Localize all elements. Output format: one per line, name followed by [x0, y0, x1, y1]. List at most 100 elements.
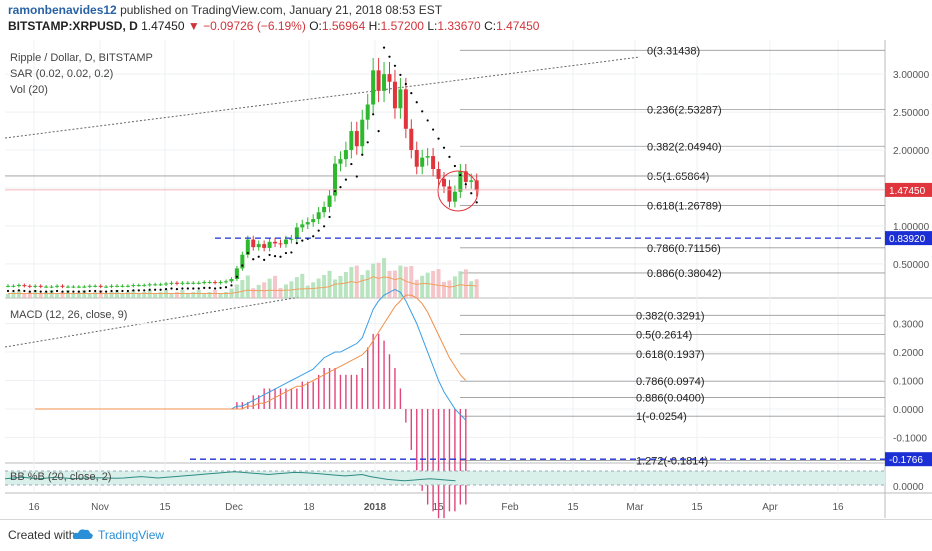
- candle-body: [158, 284, 163, 286]
- close-label: C:: [484, 19, 497, 33]
- candle-body: [365, 104, 370, 120]
- high-label: H:: [368, 19, 381, 33]
- sar-dot: [224, 286, 228, 289]
- candle-body: [65, 286, 70, 288]
- sar-dot: [83, 290, 86, 293]
- sar-dot: [72, 290, 75, 293]
- x-tick-label: Nov: [91, 502, 109, 513]
- sar-dot: [34, 289, 37, 293]
- open-label: O:: [309, 19, 322, 33]
- candle-body: [343, 150, 348, 160]
- x-tick-label: 16: [832, 502, 844, 513]
- candle-body: [147, 284, 152, 286]
- sar-dot: [175, 288, 179, 291]
- volume-bar: [202, 294, 207, 298]
- sar-dot: [382, 46, 386, 49]
- candle-body: [403, 89, 408, 129]
- sar-dot: [263, 258, 266, 261]
- macd-fib-label: 1(-0.0254): [636, 411, 687, 423]
- author-name[interactable]: ramonbenavides12: [8, 3, 117, 17]
- volume-bar: [158, 292, 163, 298]
- sar-dot: [192, 287, 195, 290]
- candle-body: [76, 286, 81, 288]
- sar-dot: [132, 289, 135, 292]
- volume-bar: [93, 292, 98, 298]
- candle-body: [229, 279, 234, 282]
- volume-bar: [273, 275, 278, 298]
- x-tick-label: 15: [567, 502, 579, 513]
- last-price-tag: [885, 182, 932, 197]
- volume-ma-line: [8, 276, 477, 294]
- candle-body: [38, 285, 43, 287]
- candle-body: [22, 285, 27, 287]
- volume-bar: [305, 285, 310, 298]
- candle-body: [104, 286, 109, 288]
- y-tick-label: 2.50000: [893, 108, 930, 119]
- volume-bar: [349, 267, 354, 298]
- macd-y-tick-label: 0.1000: [893, 377, 924, 388]
- trend-line-upper: [4, 56, 641, 139]
- macd-level-tag: [885, 452, 932, 467]
- sar-dot: [366, 141, 369, 144]
- candle-body: [115, 285, 119, 287]
- volume-bar: [403, 266, 408, 298]
- candle-body: [262, 244, 267, 248]
- macd-fib-label: 0.786(0.0974): [636, 376, 705, 388]
- candle-body: [392, 81, 397, 109]
- sar-dot: [208, 286, 211, 289]
- sar-dot: [17, 289, 20, 292]
- candle-body: [452, 191, 457, 202]
- sar-dot: [421, 110, 424, 113]
- volume-bar: [474, 279, 479, 298]
- sar-dot: [339, 185, 342, 189]
- candle-body: [224, 281, 228, 283]
- sar-dot: [219, 286, 222, 289]
- volume-bar: [469, 281, 474, 298]
- volume-bar: [283, 284, 288, 298]
- volume-bar: [420, 275, 425, 298]
- candle-body: [49, 286, 54, 288]
- macd-fib-label: 0.618(0.1937): [636, 349, 705, 361]
- sar-dot: [115, 289, 119, 293]
- sar-dot: [61, 290, 64, 293]
- candle-body: [207, 282, 212, 284]
- candle-body: [164, 283, 169, 285]
- bb-percent-line: [4, 471, 456, 482]
- sar-dot: [393, 64, 397, 67]
- sar-dot: [344, 178, 347, 181]
- volume-bar: [174, 292, 179, 298]
- candle-body: [142, 285, 147, 287]
- candle-body: [338, 159, 343, 164]
- price-change: −0.09726 (−6.19%): [203, 19, 306, 33]
- candle-body: [213, 282, 218, 284]
- low-label: L:: [427, 19, 438, 33]
- candle-body: [289, 238, 294, 240]
- candle-body: [354, 131, 359, 147]
- chart-canvas[interactable]: 16Nov15Dec18201815Feb15Mar15Apr163.00000…: [0, 0, 932, 519]
- signal-line: [35, 294, 467, 410]
- x-tick-label: 18: [303, 502, 315, 513]
- candle-body: [300, 224, 305, 228]
- bb-y-tick-label: 0.0000: [893, 482, 924, 493]
- candle-body: [98, 285, 103, 287]
- volume-bar: [234, 284, 239, 298]
- last-price-text: 1.47450: [889, 186, 926, 197]
- candle-body: [436, 169, 441, 179]
- volume-bar: [382, 258, 387, 298]
- sar-dot: [105, 290, 108, 293]
- bb-legend: BB %B (20, close, 2): [10, 471, 112, 483]
- macd-fib-label: 0.5(0.2614): [636, 330, 692, 342]
- volume-bar: [224, 292, 228, 298]
- volume-bar: [218, 294, 223, 298]
- volume-bar: [322, 275, 327, 298]
- volume-bar: [338, 275, 343, 298]
- candle-body: [136, 285, 141, 287]
- x-tick-label: Dec: [225, 502, 243, 513]
- volume-bar: [387, 270, 392, 298]
- candle-body: [278, 243, 283, 245]
- candle-body: [425, 156, 430, 158]
- sar-dot: [39, 290, 42, 293]
- candle-body: [218, 282, 223, 284]
- candle-body: [82, 286, 87, 288]
- tradingview-brand[interactable]: TradingView: [98, 528, 165, 542]
